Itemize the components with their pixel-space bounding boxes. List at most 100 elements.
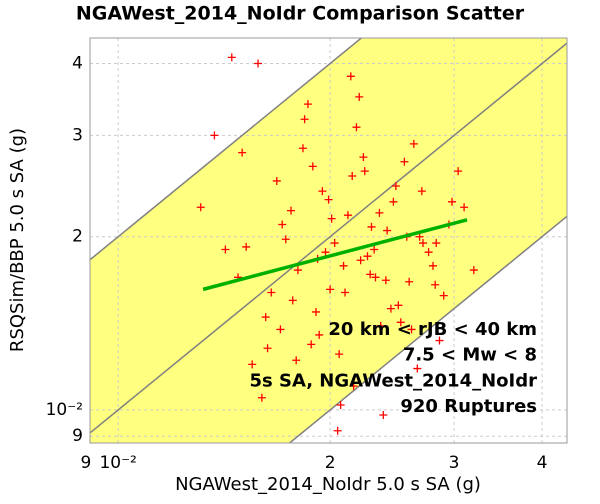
point (363, 252, 372, 261)
point (343, 211, 352, 220)
point (370, 245, 379, 254)
y-tick-label: 4 (72, 54, 83, 74)
point (366, 270, 375, 279)
point (292, 356, 301, 365)
point (405, 277, 414, 286)
point (227, 53, 236, 62)
point (248, 360, 257, 369)
point (439, 291, 448, 300)
point (261, 313, 270, 322)
point (281, 235, 290, 244)
x-tick-label: 3 (449, 453, 460, 473)
point (238, 148, 247, 157)
point (336, 400, 345, 409)
annotation: 7.5 < Mw < 8 (403, 345, 537, 366)
point (371, 273, 380, 282)
point (356, 256, 365, 265)
point (379, 410, 388, 419)
point (346, 72, 355, 81)
point (389, 197, 398, 206)
x-tick-label: 9 (81, 453, 92, 473)
chart-title: NGAWest_2014_NoIdr Comparison Scatter (76, 3, 525, 25)
y-axis-label: RSQSim/BBP 5.0 s SA (g) (7, 128, 28, 352)
point (288, 296, 297, 305)
point (409, 139, 418, 148)
point (287, 206, 296, 215)
point (335, 350, 344, 359)
point (307, 340, 316, 349)
point (435, 336, 444, 345)
point (303, 100, 312, 109)
point (359, 153, 368, 162)
point (448, 197, 457, 206)
point (263, 344, 272, 353)
annotation: 920 Ruptures (400, 396, 537, 417)
point (407, 325, 416, 334)
point (308, 162, 317, 171)
point (242, 242, 251, 251)
point (257, 393, 266, 402)
point (330, 239, 339, 248)
point (196, 203, 205, 212)
point (254, 59, 263, 68)
x-tick-label: 10⁻² (99, 453, 136, 473)
y-tick-label: 2 (72, 227, 83, 247)
point (428, 261, 437, 270)
point (298, 144, 307, 153)
plot-frame (89, 37, 568, 444)
point (324, 195, 333, 204)
point (419, 239, 428, 248)
annotation: 5s SA, NGAWest_2014_NoIdr (249, 370, 537, 391)
point (326, 285, 335, 294)
point (394, 301, 403, 310)
point (276, 325, 285, 334)
x-tick-label: 2 (325, 453, 336, 473)
point (360, 167, 369, 176)
point (312, 307, 321, 316)
point (321, 248, 330, 257)
point (267, 288, 276, 297)
point (417, 187, 426, 196)
point (396, 318, 405, 327)
point (352, 123, 361, 132)
point (376, 321, 385, 330)
point (339, 261, 348, 270)
y-tick-label: 3 (72, 125, 83, 145)
point (460, 203, 469, 212)
point (355, 92, 364, 101)
annotation: 20 km < rJB < 40 km (328, 319, 537, 340)
point (318, 187, 327, 196)
point (424, 248, 433, 257)
point (454, 167, 463, 176)
fit-line (202, 218, 468, 292)
point (400, 157, 409, 166)
point (278, 220, 287, 229)
y-tick-label: 9 (72, 426, 83, 446)
point (210, 131, 219, 140)
x-tick-label: 4 (537, 453, 548, 473)
point (272, 176, 281, 185)
point (383, 226, 392, 235)
point (349, 382, 358, 391)
point (375, 208, 384, 217)
point (432, 239, 441, 248)
point (469, 266, 478, 275)
point (300, 115, 309, 124)
y-tick-label: 10⁻² (46, 400, 83, 420)
point (431, 280, 440, 289)
point (221, 245, 230, 254)
point (381, 276, 390, 285)
point (293, 266, 302, 275)
x-axis-label: NGAWest_2014_NoIdr 5.0 s SA (g) (175, 474, 481, 495)
point (391, 182, 400, 191)
point (341, 288, 350, 297)
point (348, 172, 357, 181)
point (327, 214, 336, 223)
point (386, 304, 395, 313)
point (315, 330, 324, 339)
